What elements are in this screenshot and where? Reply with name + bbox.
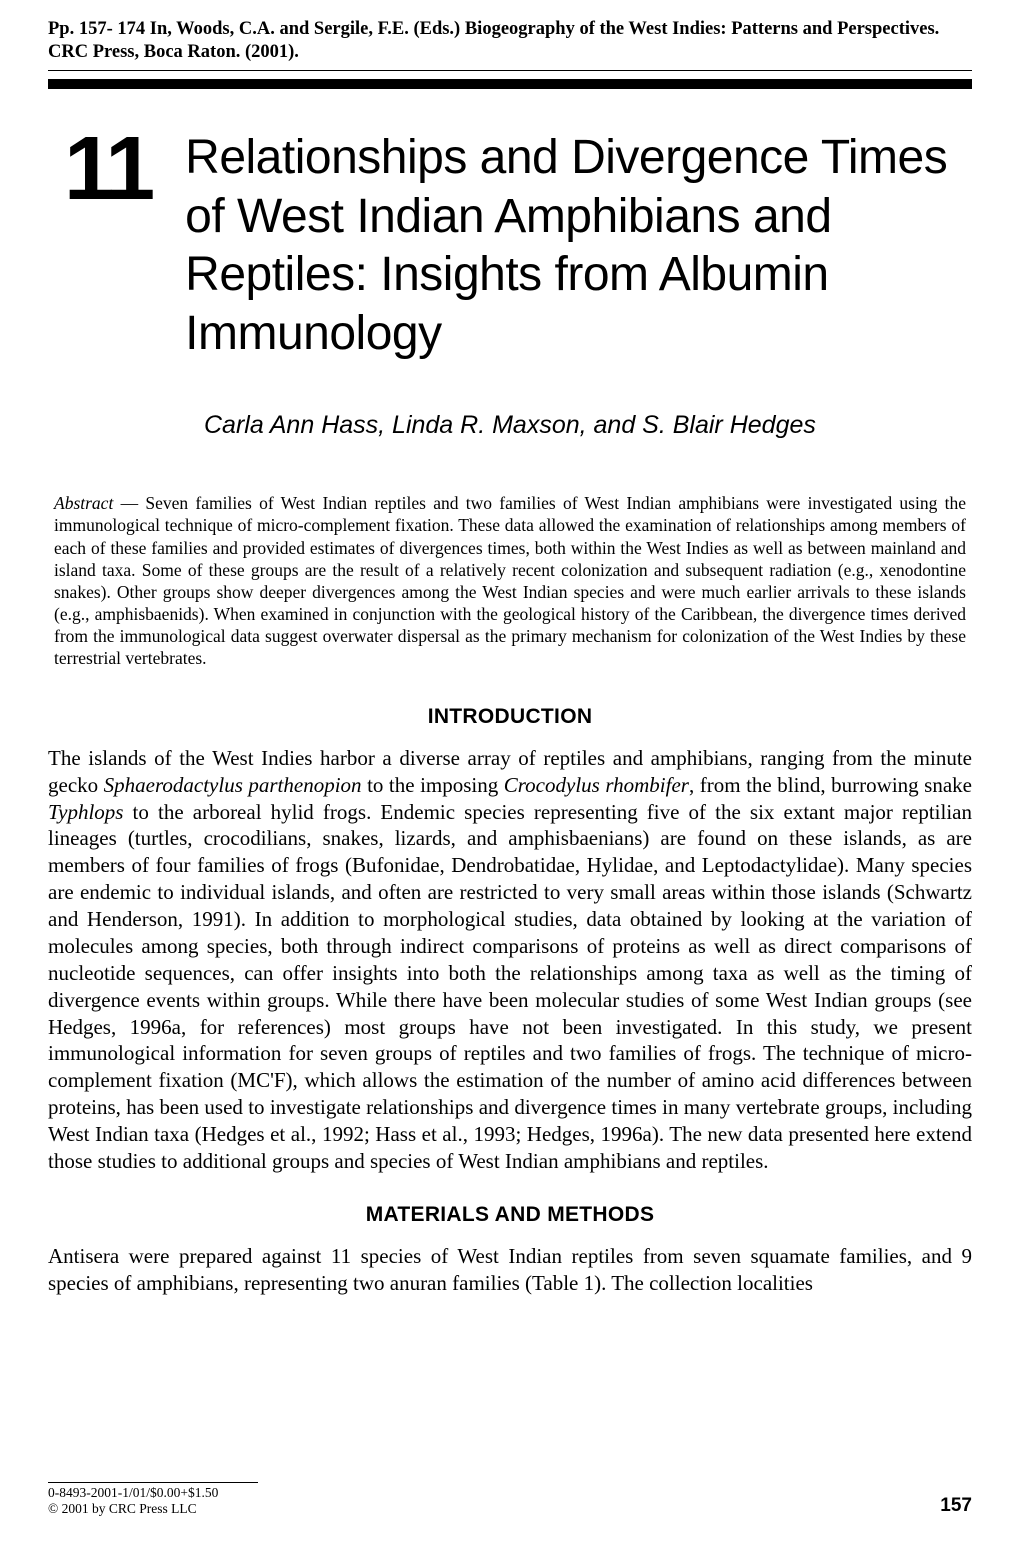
taxon-name: Sphaerodactylus parthenopion xyxy=(104,773,362,797)
copyright-block: 0-8493-2001-1/01/$0.00+$1.50 © 2001 by C… xyxy=(48,1485,972,1517)
footer-divider xyxy=(48,1482,258,1483)
title-row: 11 Relationships and Divergence Times of… xyxy=(48,129,972,363)
abstract-body: — Seven families of West Indian reptiles… xyxy=(54,493,966,667)
introduction-paragraph: The islands of the West Indies harbor a … xyxy=(48,745,972,1175)
page: Pp. 157- 174 In, Woods, C.A. and Sergile… xyxy=(0,0,1020,1541)
taxon-name: Crocodylus rhombifer xyxy=(504,773,689,797)
text-run: to the imposing xyxy=(362,773,504,797)
footer-rule-wrap xyxy=(48,1482,258,1483)
chapter-title: Relationships and Divergence Times of We… xyxy=(185,129,972,363)
isbn-price-line: 0-8493-2001-1/01/$0.00+$1.50 xyxy=(48,1485,972,1501)
section-heading-materials: MATERIALS AND METHODS xyxy=(48,1203,972,1227)
citation-header: Pp. 157- 174 In, Woods, C.A. and Sergile… xyxy=(48,18,972,64)
abstract: Abstract — Seven families of West Indian… xyxy=(54,492,966,668)
abstract-lead: Abstract xyxy=(54,493,113,513)
section-heading-introduction: INTRODUCTION xyxy=(48,705,972,729)
copyright-line: © 2001 by CRC Press LLC xyxy=(48,1501,972,1517)
page-number: 157 xyxy=(940,1495,972,1517)
chapter-number: 11 xyxy=(64,129,151,210)
thick-divider xyxy=(48,79,972,89)
thin-divider xyxy=(48,70,972,71)
text-run: to the arboreal hylid frogs. Endemic spe… xyxy=(48,800,972,1173)
authors-line: Carla Ann Hass, Linda R. Maxson, and S. … xyxy=(204,411,972,440)
page-footer: 0-8493-2001-1/01/$0.00+$1.50 © 2001 by C… xyxy=(48,1482,972,1517)
text-run: , from the blind, burrowing snake xyxy=(689,773,972,797)
taxon-name: Typhlops xyxy=(48,800,123,824)
materials-paragraph: Antisera were prepared against 11 specie… xyxy=(48,1243,972,1297)
